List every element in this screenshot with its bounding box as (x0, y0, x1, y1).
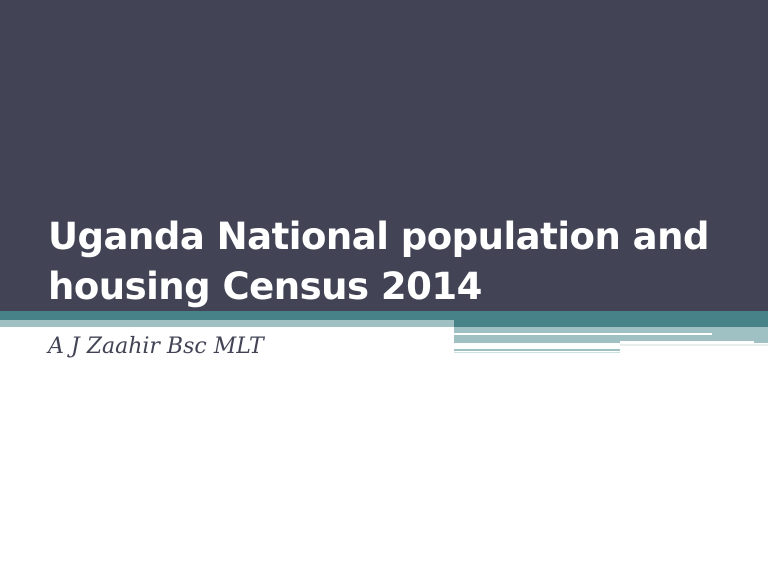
slide-subtitle: A J Zaahir Bsc MLT (48, 334, 264, 359)
accent-stripe (454, 333, 712, 335)
accent-stripe (454, 327, 768, 343)
accent-stripe (620, 341, 754, 344)
accent-stripe (0, 311, 768, 320)
slide-title: Uganda National population and housing C… (48, 215, 709, 308)
accent-stripe (454, 349, 620, 351)
accent-stripe (454, 352, 620, 353)
title-background (0, 0, 768, 311)
accent-stripe (620, 344, 768, 346)
accent-stripe (454, 320, 768, 327)
accent-stripe (0, 320, 454, 327)
